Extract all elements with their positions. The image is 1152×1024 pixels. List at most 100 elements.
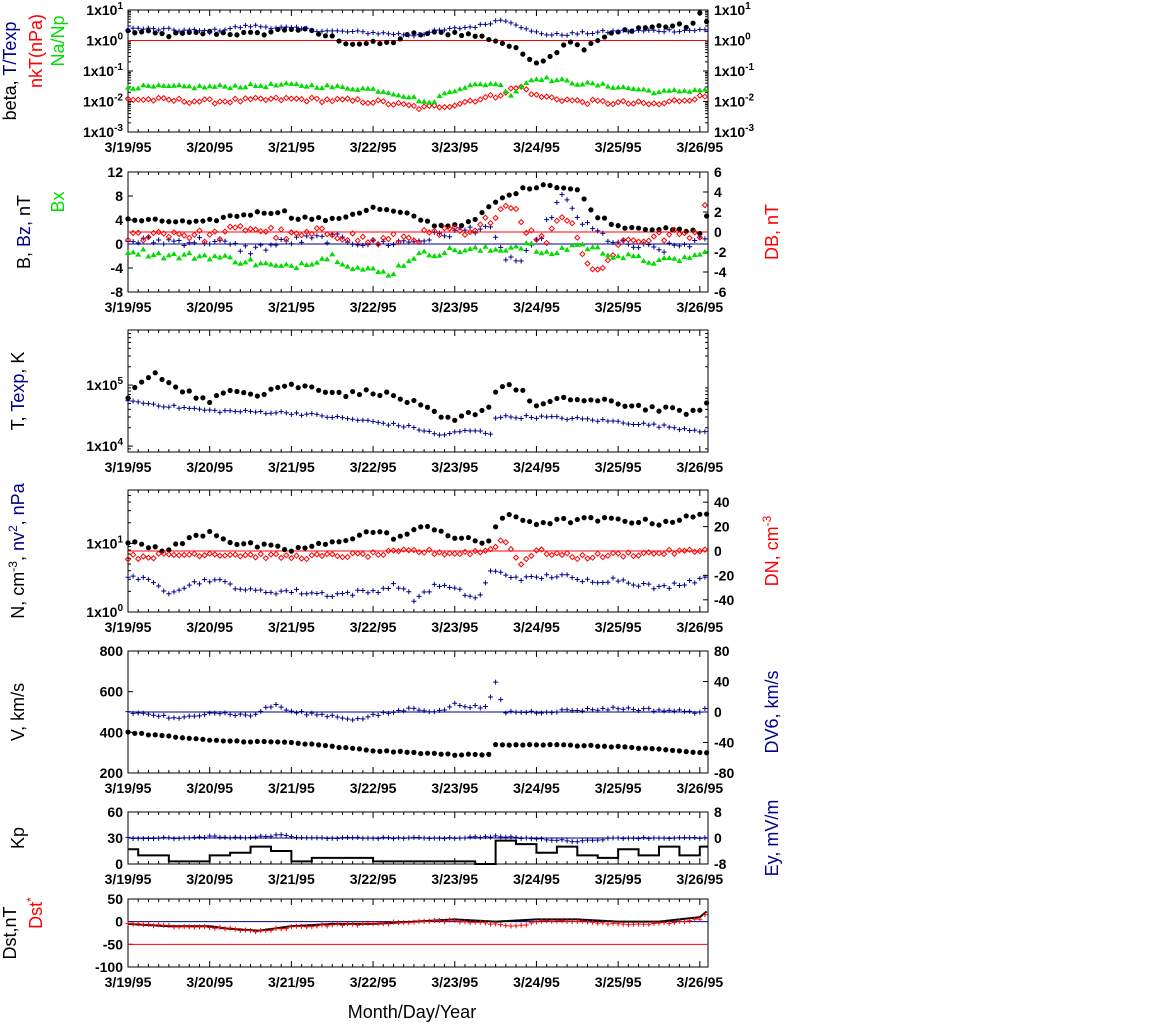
data-point <box>160 550 167 557</box>
data-point <box>151 401 157 407</box>
data-point <box>579 81 586 87</box>
data-point <box>176 255 183 261</box>
data-point <box>336 215 342 222</box>
data-point <box>237 222 244 230</box>
data-point <box>503 413 509 419</box>
data-point <box>252 83 259 89</box>
data-point <box>622 225 628 231</box>
data-point <box>268 210 274 217</box>
data-point <box>585 416 591 422</box>
data-point <box>156 835 162 841</box>
data-point <box>641 420 647 426</box>
data-point <box>579 250 586 258</box>
data-point <box>283 588 289 594</box>
data-point <box>665 98 673 105</box>
data-point <box>625 85 632 91</box>
data-point <box>288 215 294 221</box>
data-point <box>676 582 682 588</box>
data-point <box>339 236 346 243</box>
data-point <box>196 28 202 34</box>
y-axis-label-part-0: Kp <box>8 827 28 849</box>
data-point <box>533 60 540 66</box>
data-point <box>467 246 474 252</box>
series-field-2 <box>124 201 709 273</box>
data-point <box>322 33 329 39</box>
data-point <box>520 517 526 523</box>
data-point <box>568 219 576 227</box>
data-point <box>345 416 351 422</box>
data-point <box>636 708 642 714</box>
data-point <box>304 411 310 417</box>
data-point <box>349 230 356 237</box>
data-point <box>579 241 586 247</box>
data-point <box>581 515 587 521</box>
data-point <box>227 711 233 717</box>
data-point <box>390 392 397 399</box>
data-point <box>554 395 560 402</box>
y-tick-label: -8 <box>111 284 124 300</box>
data-point <box>272 94 280 101</box>
data-point <box>567 397 574 403</box>
data-point <box>186 405 192 411</box>
data-point <box>176 587 182 593</box>
data-point <box>581 398 587 404</box>
data-point <box>129 229 137 237</box>
data-point <box>323 96 331 103</box>
data-point <box>418 750 424 757</box>
data-point <box>186 219 192 225</box>
data-point <box>257 95 264 102</box>
data-point <box>156 27 162 33</box>
data-point <box>584 555 591 562</box>
data-point <box>456 249 463 255</box>
data-point <box>350 745 356 751</box>
data-point <box>248 586 254 592</box>
data-point <box>356 210 363 216</box>
data-point <box>140 553 147 560</box>
data-point <box>254 209 260 215</box>
data-point <box>247 540 254 546</box>
data-point <box>232 24 238 30</box>
data-point <box>396 423 402 429</box>
data-point <box>527 742 533 748</box>
data-point <box>630 85 637 91</box>
y-axis-label-3-part-0: Bx <box>48 191 68 212</box>
data-point <box>222 834 228 840</box>
y2-tick-label: -40 <box>714 735 734 751</box>
data-point <box>181 835 187 841</box>
data-point <box>257 82 264 88</box>
data-point <box>360 835 366 841</box>
data-point <box>232 82 239 88</box>
data-point <box>370 237 376 243</box>
data-point <box>410 546 418 554</box>
data-point <box>303 555 310 563</box>
data-point <box>354 550 361 557</box>
x-tick-label: 3/23/95 <box>431 299 478 315</box>
data-point <box>258 409 264 415</box>
data-point <box>212 407 218 413</box>
data-point <box>446 550 453 557</box>
data-point <box>497 247 504 253</box>
data-point <box>661 249 667 255</box>
data-point <box>277 554 285 562</box>
data-point <box>155 250 162 256</box>
data-point <box>650 100 658 107</box>
data-point <box>512 205 520 213</box>
x-tick-label: 3/24/95 <box>513 299 560 315</box>
data-point <box>283 80 290 86</box>
data-point <box>288 381 294 387</box>
y2-tick-label: 8 <box>714 804 722 820</box>
data-point <box>161 26 167 32</box>
data-point <box>493 524 499 530</box>
data-point <box>472 428 478 434</box>
data-point <box>207 737 213 743</box>
data-point <box>426 918 432 924</box>
data-point <box>666 835 672 841</box>
data-point <box>322 541 329 547</box>
data-point <box>201 84 208 90</box>
y2-tick-label-base: 1x10 <box>714 124 745 140</box>
data-point <box>268 739 274 745</box>
data-point <box>125 540 131 546</box>
data-point <box>319 413 325 419</box>
series-density-0 <box>125 511 710 554</box>
y-axis-label: B, Bz, nT <box>14 195 34 269</box>
